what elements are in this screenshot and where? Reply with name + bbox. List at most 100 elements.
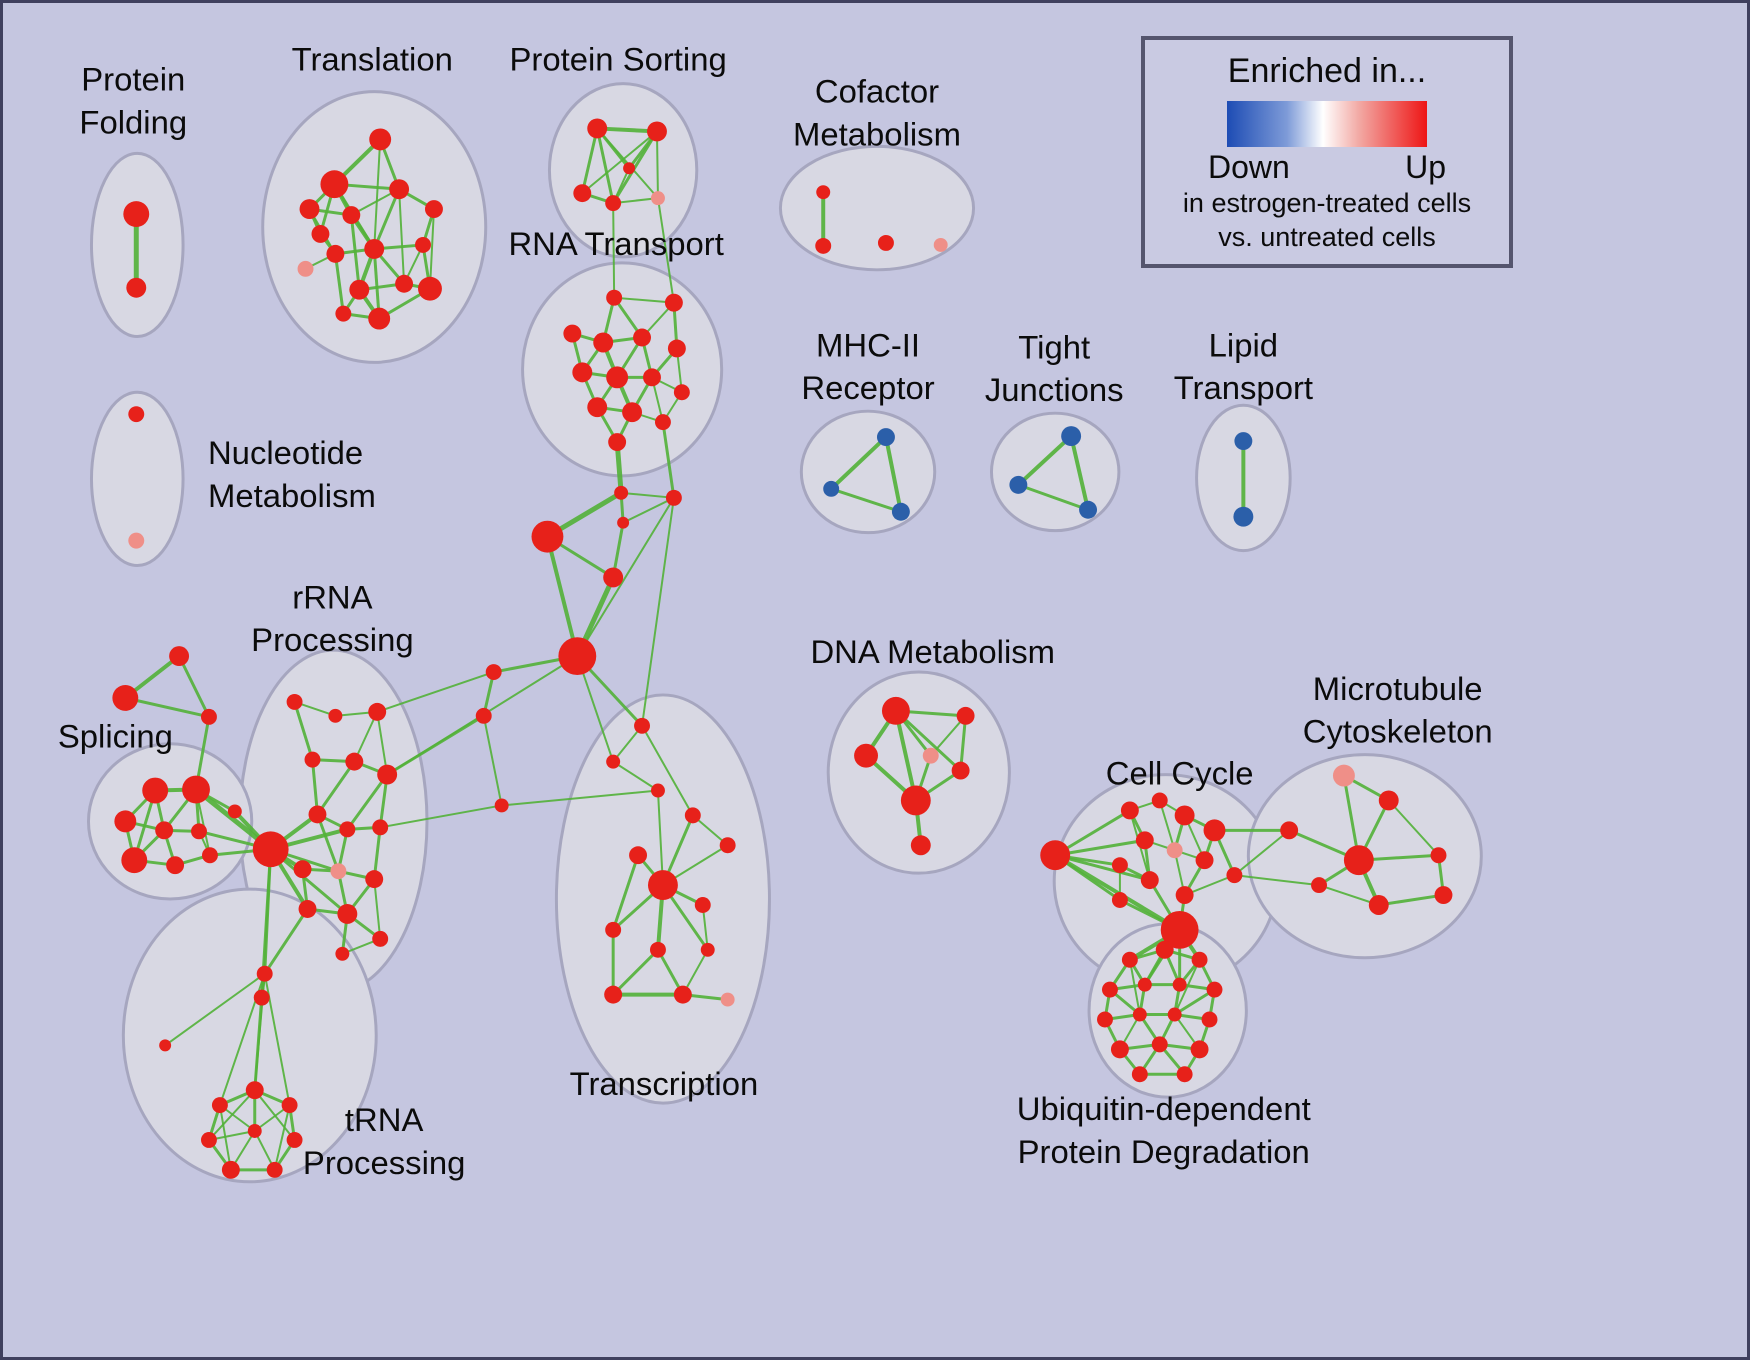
node-tr1 [320, 170, 349, 199]
node-rt1 [606, 289, 623, 306]
node-dm5 [951, 761, 970, 780]
cluster-label-nucleotide-metabolism-line2: Metabolism [208, 477, 376, 514]
node-ub4 [1101, 981, 1118, 998]
node-sp4 [155, 821, 174, 840]
node-lt2 [1233, 506, 1254, 527]
node-ps1 [587, 118, 608, 139]
edge-mh1-mh3 [883, 435, 903, 514]
edge-rr8-rr12 [315, 812, 340, 873]
node-cn7 [485, 664, 502, 680]
node-cn1 [614, 485, 629, 500]
node-rt14 [608, 433, 627, 452]
node-rr9 [339, 821, 356, 838]
node-tc2 [606, 754, 621, 769]
node-tj2 [1009, 475, 1028, 494]
node-tc3 [650, 783, 665, 798]
node-cn3 [531, 520, 564, 553]
node-tr14 [368, 307, 391, 330]
cluster-label-translation: Translation [292, 41, 453, 78]
cluster-label-tight-junctions-line2: Junctions [985, 371, 1124, 408]
edge-tr6-tr13 [428, 208, 435, 290]
node-nm2 [128, 532, 145, 549]
node-mc4 [1343, 845, 1374, 876]
edge-tr5-tr12 [398, 188, 406, 285]
node-tn4 [281, 1097, 298, 1114]
edge-cc1-cc6 [1053, 838, 1147, 857]
edge-st2-st3 [123, 696, 211, 719]
node-ps4 [605, 195, 622, 212]
node-mh2 [823, 480, 840, 497]
node-pf1 [123, 201, 150, 228]
node-rt8 [606, 366, 629, 389]
cluster-label-protein-folding-line1: Protein [81, 61, 185, 98]
node-cf1 [816, 185, 831, 200]
node-pf2 [126, 277, 147, 298]
edge-ps2-ps3 [581, 130, 658, 195]
node-rt6 [667, 339, 686, 358]
legend-title: Enriched in... [1227, 52, 1427, 90]
node-sp3 [114, 810, 137, 833]
node-cn4 [617, 516, 630, 529]
node-tc5 [719, 837, 736, 854]
edge-cn2-cn4 [622, 496, 675, 524]
cluster-label-rrna-processing-line1: rRNA [292, 578, 372, 615]
node-tc14 [720, 992, 735, 1007]
node-rt7 [572, 362, 593, 383]
node-ub1 [1121, 951, 1138, 968]
node-sp9 [227, 804, 242, 819]
node-dm2 [956, 706, 975, 725]
node-cf3 [877, 234, 894, 251]
edge-tc3-tc7 [656, 789, 664, 887]
edge-dm1-dm5 [894, 709, 963, 773]
edge-cc3-cc7 [1158, 799, 1176, 852]
node-rt9 [643, 368, 661, 387]
node-ub2 [1155, 940, 1174, 959]
edge-rt1-rt2 [613, 296, 675, 304]
node-cn5 [603, 567, 624, 588]
cluster-label-dna-metabolism: DNA Metabolism [810, 633, 1055, 670]
cluster-ellipse-cofactor-metabolism [778, 144, 976, 272]
node-tr5 [389, 179, 410, 200]
node-tn9 [266, 1161, 283, 1178]
edge-mc6-mc7 [1318, 884, 1380, 906]
node-st3 [200, 708, 217, 725]
legend: Enriched in... Down Up in estrogen-treat… [1141, 36, 1513, 268]
node-rr6 [377, 764, 398, 785]
node-ub16 [1176, 1066, 1193, 1083]
node-ub8 [1097, 1011, 1113, 1028]
legend-up-label: Up [1405, 149, 1446, 185]
edge-cc11-mc3 [1233, 829, 1291, 877]
edge-dm2-dm5 [959, 714, 968, 773]
node-tn1 [253, 989, 270, 1006]
node-tr2 [369, 128, 392, 151]
node-cn6 [558, 637, 597, 676]
edge-cn1-cn2 [620, 491, 675, 499]
node-rt13 [654, 414, 671, 431]
node-rr13 [365, 870, 384, 889]
edge-cn9-tc3 [500, 789, 659, 807]
node-tn8 [221, 1160, 240, 1179]
edge-mc2-mc5 [1387, 799, 1440, 857]
edge-rt13-cn2 [661, 420, 676, 500]
node-sp1 [142, 777, 169, 804]
node-rr14 [298, 900, 317, 918]
cluster-label-mhc-ii-receptor-line1: MHC-II [816, 326, 920, 363]
edge-ub1-ub9 [1128, 958, 1141, 1016]
node-rt10 [673, 384, 690, 401]
edge-mh2-mh3 [829, 487, 903, 514]
node-cc10 [1140, 871, 1159, 890]
node-cc6 [1135, 831, 1154, 850]
edge-ps5-rt2 [656, 197, 675, 304]
node-mc3 [1280, 821, 1299, 840]
edge-ps1-ps3 [580, 126, 599, 195]
node-cc3 [1151, 792, 1168, 809]
node-rt12 [622, 402, 643, 423]
node-mc2 [1378, 790, 1399, 811]
node-ub3 [1191, 951, 1208, 968]
node-cc2 [1120, 801, 1139, 820]
node-ub7 [1206, 981, 1223, 998]
node-tc1 [634, 717, 650, 734]
cluster-label-protein-folding-line2: Folding [79, 103, 187, 140]
node-rr2 [328, 708, 343, 723]
node-ub15 [1131, 1066, 1148, 1083]
